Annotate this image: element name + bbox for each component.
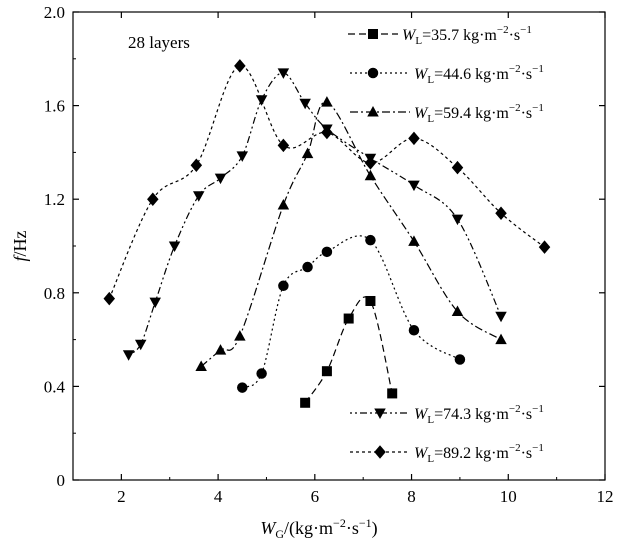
series-line: [241, 235, 461, 389]
series-1: [300, 295, 398, 408]
data-point: [277, 199, 290, 210]
data-point: [278, 280, 289, 292]
data-point: [302, 261, 313, 273]
data-point: [149, 297, 161, 309]
y-tick-label: 0: [57, 471, 66, 490]
data-point: [134, 339, 147, 351]
x-tick-label: 6: [311, 487, 320, 506]
data-point: [277, 68, 290, 79]
data-point: [365, 234, 376, 246]
legend: WL=35.7 kg·m−2·s−1 WL=44.6 kg·m−2·s−1 WL=5…: [348, 24, 544, 465]
annotation-text: 28 layers: [128, 33, 190, 52]
legend-entry-2: WL=44.6 kg·m−2·s−1: [350, 63, 544, 86]
data-point: [408, 180, 420, 192]
legend-entry-5: WL=89.2 kg·m−2·s−1: [350, 442, 544, 465]
data-point: [277, 138, 290, 153]
series-line: [200, 101, 502, 367]
y-axis-title: f/Hz: [10, 230, 30, 261]
data-point: [364, 156, 377, 170]
data-point: [365, 295, 376, 306]
series-5: [103, 59, 551, 306]
data-point: [234, 330, 246, 341]
data-point: [364, 169, 377, 181]
x-tick-label: 4: [214, 487, 223, 506]
legend-label: WL=44.6 kg·m−2·s−1: [414, 63, 544, 86]
data-point: [236, 151, 249, 162]
data-point: [495, 311, 507, 323]
legend-label: WL=74.3 kg·m−2·s−1: [414, 403, 544, 426]
legend-label: WL=59.4 kg·m−2·s−1: [414, 102, 544, 125]
series-line: [304, 296, 393, 404]
legend-entry-1: WL=35.7 kg·m−2·s−1: [348, 24, 532, 47]
data-point: [122, 350, 135, 361]
legend-entry-4: WL=74.3 kg·m−2·s−1: [350, 403, 544, 426]
data-point: [234, 59, 246, 73]
data-point: [147, 192, 159, 206]
x-tick-label: 8: [407, 487, 416, 506]
data-point: [299, 98, 311, 110]
data-point: [255, 95, 268, 106]
y-tick-label: 1.6: [44, 97, 65, 116]
x-axis-title: WG/(kg·m−2·s−1): [260, 516, 377, 541]
data-point: [321, 96, 333, 107]
data-point: [451, 160, 464, 175]
data-point: [237, 382, 248, 393]
y-tick-label: 2.0: [44, 3, 65, 22]
data-point: [538, 240, 551, 254]
data-point: [408, 131, 420, 146]
legend-marker: [367, 67, 379, 79]
series-2: [237, 234, 466, 393]
data-point: [168, 241, 181, 252]
data-point: [195, 360, 207, 372]
legend-label: WL=89.2 kg·m−2·s−1: [414, 442, 544, 465]
data-point: [495, 333, 507, 345]
data-point: [387, 388, 398, 399]
data-point: [451, 214, 464, 226]
data-point: [408, 235, 420, 246]
data-point: [321, 125, 333, 140]
data-point: [321, 366, 332, 377]
legend-label: WL=35.7 kg·m−2·s−1: [402, 24, 532, 47]
series-layer: [103, 59, 551, 408]
y-tick-label: 0.4: [44, 377, 66, 396]
legend-marker: [368, 29, 378, 39]
legend-marker: [374, 408, 386, 419]
y-tick-label: 1.2: [44, 190, 65, 209]
data-point: [454, 354, 466, 365]
series-line: [108, 65, 545, 299]
legend-marker: [374, 445, 386, 459]
legend-entry-3: WL=59.4 kg·m−2·s−1: [350, 102, 544, 125]
x-tick-label: 2: [117, 487, 126, 506]
data-point: [300, 397, 311, 408]
series-3: [195, 96, 507, 372]
data-point: [192, 191, 205, 202]
data-point: [451, 305, 464, 317]
data-point: [214, 173, 227, 185]
data-point: [343, 313, 354, 324]
data-point: [301, 147, 314, 159]
data-point: [256, 368, 267, 379]
x-tick-label: 12: [597, 487, 614, 506]
data-point: [103, 291, 116, 306]
data-point: [214, 344, 227, 355]
data-point: [495, 206, 507, 220]
axes: 2 4 6 8 10 12 0 0.4 0.8 1.2 1.6 2.0: [44, 3, 614, 506]
data-point: [321, 246, 333, 258]
data-point: [408, 324, 420, 336]
legend-marker: [367, 106, 379, 117]
y-tick-label: 0.8: [44, 284, 65, 303]
data-point: [190, 158, 203, 173]
x-tick-label: 10: [500, 487, 517, 506]
